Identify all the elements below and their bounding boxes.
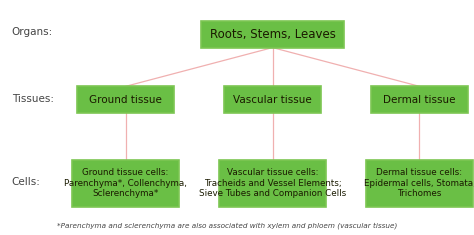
FancyBboxPatch shape bbox=[77, 86, 174, 114]
FancyBboxPatch shape bbox=[201, 21, 344, 47]
Text: Ground tissue cells:
Parenchyma*, Collenchyma,
Sclerenchyma*: Ground tissue cells: Parenchyma*, Collen… bbox=[64, 168, 187, 198]
Text: Vascular tissue cells:
Tracheids and Vessel Elements;
Sieve Tubes and Companion : Vascular tissue cells: Tracheids and Ves… bbox=[199, 168, 346, 198]
FancyBboxPatch shape bbox=[219, 160, 326, 207]
Text: Dermal tissue: Dermal tissue bbox=[383, 95, 456, 105]
FancyBboxPatch shape bbox=[224, 86, 321, 114]
Text: Tissues:: Tissues: bbox=[12, 94, 54, 104]
FancyBboxPatch shape bbox=[366, 160, 473, 207]
FancyBboxPatch shape bbox=[371, 86, 468, 114]
Text: Ground tissue: Ground tissue bbox=[89, 95, 162, 105]
Text: *Parenchyma and sclerenchyma are also associated with xylem and phloem (vascular: *Parenchyma and sclerenchyma are also as… bbox=[57, 223, 398, 229]
Text: Dermal tissue cells:
Epidermal cells, Stomata,
Trichomes: Dermal tissue cells: Epidermal cells, St… bbox=[364, 168, 474, 198]
Text: Vascular tissue: Vascular tissue bbox=[233, 95, 312, 105]
Text: Roots, Stems, Leaves: Roots, Stems, Leaves bbox=[210, 27, 336, 41]
FancyBboxPatch shape bbox=[72, 160, 179, 207]
Text: Cells:: Cells: bbox=[12, 177, 41, 187]
Text: Organs:: Organs: bbox=[12, 27, 53, 37]
